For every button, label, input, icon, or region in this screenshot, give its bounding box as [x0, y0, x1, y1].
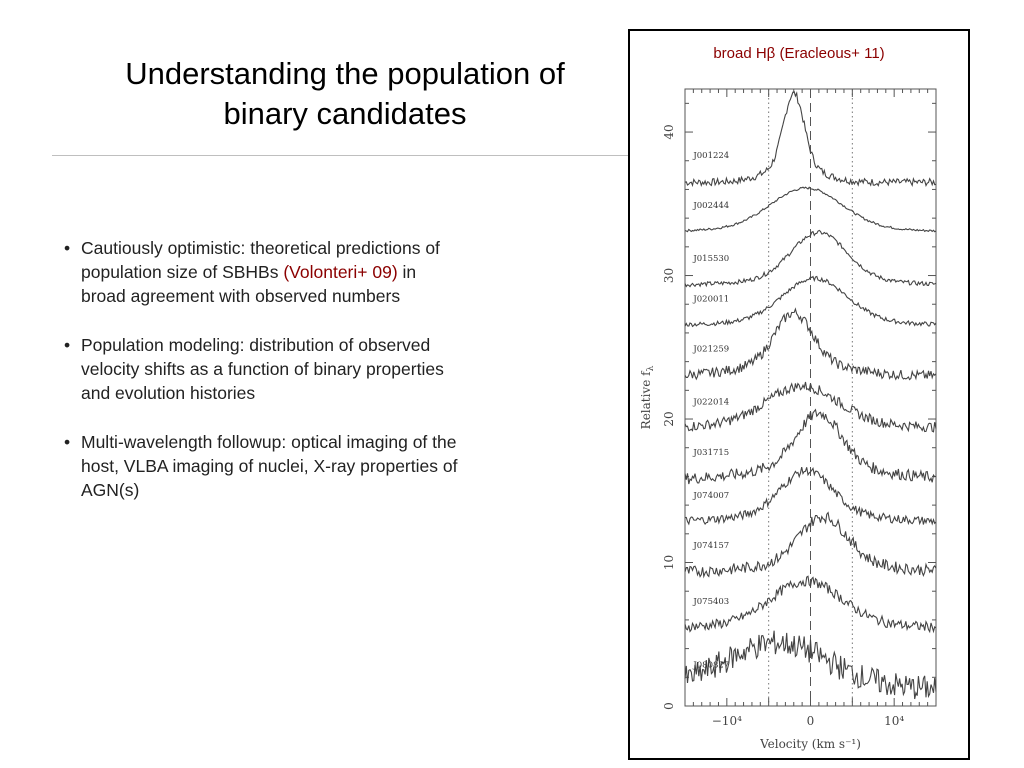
y-tick-label: 10 — [662, 555, 676, 570]
x-tick-label: 0 — [807, 714, 815, 728]
bullet-text: velocity shifts as a function of binary … — [81, 359, 444, 379]
spectrum-label: J031715 — [692, 448, 729, 458]
spectrum-line — [684, 90, 937, 188]
spectrum-line — [684, 466, 937, 526]
spectrum-label: J022014 — [692, 398, 729, 408]
slide-title: Understanding the population of binary c… — [50, 54, 640, 134]
y-tick-label: 30 — [662, 268, 676, 283]
spectrum-line — [684, 186, 937, 233]
bullet-text: Multi-wavelength followup: optical imagi… — [81, 432, 457, 452]
slide-title-line-2: binary candidates — [223, 96, 467, 131]
citation-link[interactable]: (Volonteri+ 09) — [283, 262, 398, 282]
bullet-item: • Cautiously optimistic: theoretical pre… — [62, 236, 572, 308]
bullet-list: • Cautiously optimistic: theoretical pre… — [62, 236, 572, 527]
bullet-text: population size of SBHBs — [81, 262, 284, 282]
spectrum-label: J015530 — [692, 254, 729, 264]
y-axis-label: Relative fλ — [639, 365, 656, 429]
bullet-line: population size of SBHBs (Volonteri+ 09)… — [81, 260, 572, 284]
y-tick-label: 40 — [662, 124, 676, 139]
bullet-line: host, VLBA imaging of nuclei, X-ray prop… — [81, 454, 572, 478]
spectrum-line — [684, 229, 937, 288]
spectrum-line — [684, 275, 937, 328]
spectrum-line — [684, 307, 937, 381]
spectrum-label: J074157 — [692, 541, 729, 551]
bullet-line: AGN(s) — [81, 478, 572, 502]
bullet-text: Cautiously optimistic: theoretical predi… — [81, 238, 440, 258]
bullet-text: AGN(s) — [81, 480, 140, 500]
spectrum-line — [684, 408, 937, 485]
bullet-marker: • — [64, 335, 71, 355]
spectra-chart: −10⁴ 0 10⁴ 0 10 20 30 40 Velocity (km s⁻¹) Relati… — [639, 88, 937, 751]
bullet-line: Population modeling: distribution of obs… — [81, 333, 572, 357]
x-tick-label: −10⁴ — [712, 714, 742, 728]
spectrum-label: J002444 — [692, 201, 729, 211]
y-tick-label: 20 — [662, 411, 676, 426]
bullet-text: broad agreement with observed numbers — [81, 286, 401, 306]
bullet-text: and evolution histories — [81, 383, 256, 403]
spectrum-label: J074007 — [692, 491, 729, 501]
spectrum-label: J080827 — [692, 660, 729, 670]
bullet-marker: • — [64, 238, 71, 258]
spectrum-label: J075403 — [692, 597, 729, 607]
bullet-line: Cautiously optimistic: theoretical predi… — [81, 236, 572, 260]
slide-title-line-1: Understanding the population of — [125, 56, 565, 91]
x-axis-label: Velocity (km s⁻¹) — [759, 737, 861, 751]
spectrum-label: J020011 — [692, 294, 729, 304]
spectrum-line — [684, 381, 937, 433]
spectrum-label: J021259 — [692, 345, 729, 355]
figure-frame: broad Hβ (Eracleous+ 11) −10⁴ 0 10⁴ 0 10 20 30… — [628, 29, 970, 760]
spectrum-label: J001224 — [692, 151, 729, 161]
bullet-line: and evolution histories — [81, 381, 572, 405]
title-divider — [52, 155, 630, 156]
bullet-item: • Population modeling: distribution of o… — [62, 333, 572, 405]
spectrum-line — [684, 511, 937, 579]
bullet-line: broad agreement with observed numbers — [81, 284, 572, 308]
bullet-text: in — [397, 262, 417, 282]
bullet-marker: • — [64, 432, 71, 452]
bullet-text: Population modeling: distribution of obs… — [81, 335, 431, 355]
bullet-text: host, VLBA imaging of nuclei, X-ray prop… — [81, 456, 458, 476]
bullet-item: • Multi-wavelength followup: optical ima… — [62, 430, 572, 502]
bullet-line: velocity shifts as a function of binary … — [81, 357, 572, 381]
spectrum-line — [684, 630, 937, 700]
figure-caption: broad Hβ (Eracleous+ 11) — [713, 45, 885, 62]
x-tick-label: 10⁴ — [884, 714, 904, 728]
bullet-line: Multi-wavelength followup: optical imagi… — [81, 430, 572, 454]
y-tick-label: 0 — [662, 702, 676, 710]
spectrum-line — [684, 575, 937, 634]
